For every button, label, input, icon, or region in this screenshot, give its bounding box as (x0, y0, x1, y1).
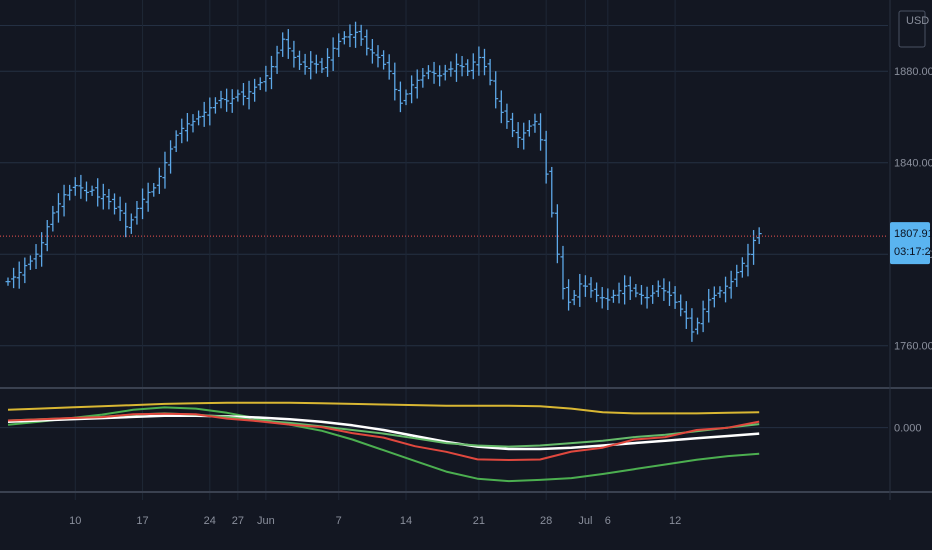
time-tick-label: 21 (473, 515, 485, 527)
time-tick-label: 17 (136, 515, 148, 527)
indicator-line-2 (7, 414, 760, 451)
time-tick-label: 10 (69, 515, 81, 527)
currency-marker: USD (898, 10, 929, 48)
time-tick-label: 12 (669, 515, 681, 527)
price-tick-label: 1760.000 (894, 341, 932, 353)
price-tag-value: 1807.915 (894, 228, 932, 240)
time-tick-label: Jun (257, 515, 275, 527)
indicator-line-0 (7, 401, 760, 415)
price-tick-label: 1880.000 (894, 66, 932, 78)
time-tick-label: Jul (578, 515, 592, 527)
time-tick-label: 28 (540, 515, 552, 527)
time-tick-label: 7 (336, 515, 342, 527)
time-tick-label: 24 (204, 515, 216, 527)
indicator-line-1 (7, 406, 760, 483)
price-tick-label: 1840.000 (894, 158, 932, 170)
currency-box (898, 10, 926, 48)
price-axis[interactable]: 1760.0001800.0001840.0001880.0000.000180… (890, 66, 932, 435)
time-tick-label: 27 (232, 515, 244, 527)
time-axis[interactable]: 10 17 24 27 Jun 7 14 21 28 Jul 6 12 (69, 515, 681, 527)
time-tick-label: 6 (605, 515, 611, 527)
price-tag-box (890, 222, 930, 265)
grid-lines (0, 0, 932, 500)
time-tick-label: 14 (400, 515, 412, 527)
indicator-pane (7, 401, 760, 483)
currency-label: USD (906, 15, 929, 27)
indicator-zero-label: 0.000 (894, 423, 922, 435)
indicator-line-4 (7, 412, 760, 461)
price-tag-countdown: 03:17:29 (894, 246, 932, 258)
ohlc-bars (5, 21, 762, 342)
